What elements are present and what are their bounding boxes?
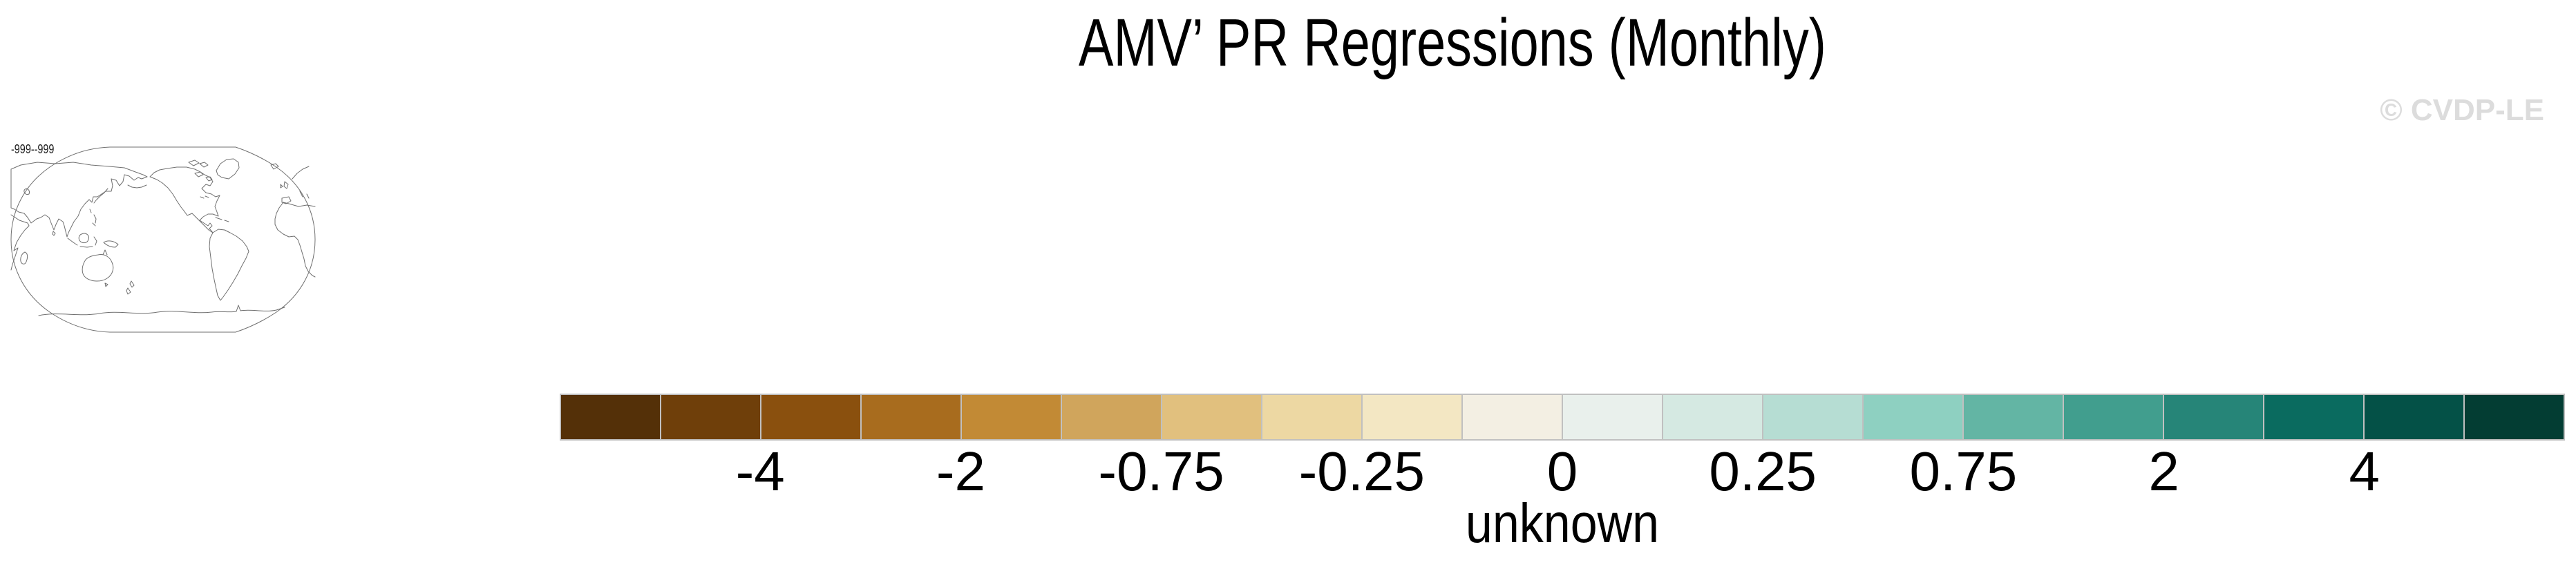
colorbar-units-label: unknown [1465, 492, 1660, 554]
colorbar-cell [1763, 395, 1862, 439]
colorbar-cell [2365, 395, 2463, 439]
colorbar-tick-label: -2 [936, 441, 985, 502]
continent-outlines [10, 158, 316, 316]
colorbar-tick-label: -0.25 [1298, 441, 1425, 502]
colorbar-cell [2264, 395, 2363, 439]
colorbar-tick-label: 4 [2349, 441, 2380, 502]
figure-title: AMV’ PR Regressions (Monthly) [1079, 5, 1826, 80]
colorbar-tick-label: -0.75 [1098, 441, 1224, 502]
colorbar-cell [862, 395, 960, 439]
colorbar-cell [1663, 395, 1762, 439]
colorbar-cell [1363, 395, 1461, 439]
colorbar-cell [1864, 395, 1962, 439]
colorbar-tick-label: 0.25 [1709, 441, 1817, 502]
colorbar-cell [561, 395, 660, 439]
colorbar-cell [1563, 395, 1662, 439]
colorbar-cell [1463, 395, 1562, 439]
colorbar-cell [962, 395, 1061, 439]
colorbar-tick-label: 0 [1546, 441, 1578, 502]
map-range-label: -999--999 [11, 142, 55, 156]
colorbar-cell [1964, 395, 2063, 439]
colorbar [560, 394, 2565, 441]
watermark: © CVDP-LE [2380, 93, 2544, 127]
colorbar-cell [2465, 395, 2564, 439]
colorbar-tick-label: 2 [2148, 441, 2179, 502]
colorbar-cell [1162, 395, 1261, 439]
colorbar-cell [2064, 395, 2163, 439]
colorbar-cell [1262, 395, 1361, 439]
colorbar-cell [761, 395, 860, 439]
map-outline [10, 146, 316, 333]
world-map-thumbnail [10, 146, 316, 333]
colorbar-cell [1062, 395, 1161, 439]
colorbar-tick-label: 0.75 [1909, 441, 2018, 502]
colorbar-cell [2164, 395, 2263, 439]
colorbar-tick-label: -4 [735, 441, 785, 502]
colorbar-cell [661, 395, 760, 439]
